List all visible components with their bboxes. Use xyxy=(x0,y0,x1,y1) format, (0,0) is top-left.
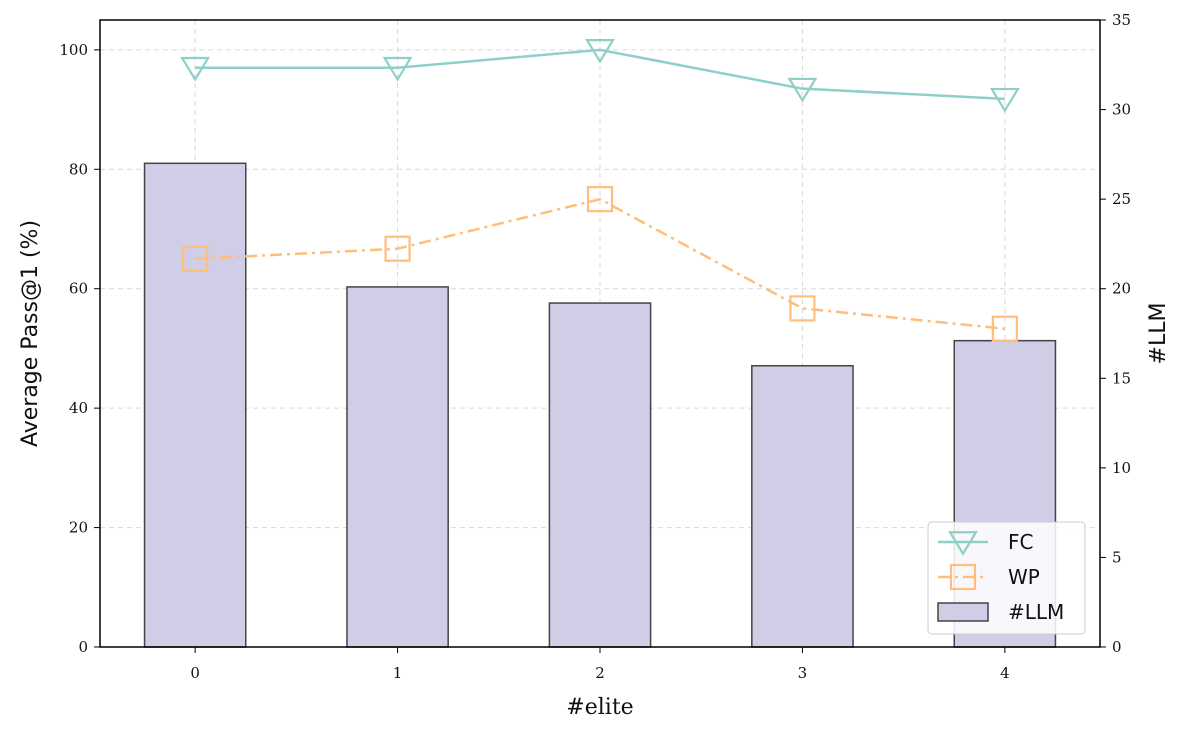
point-wp xyxy=(182,245,209,272)
bar-llm xyxy=(751,364,854,648)
point-wp xyxy=(789,295,816,322)
legend-label: #LLM xyxy=(1008,600,1064,624)
legend-marker-fc xyxy=(948,531,978,556)
x-tick-label: 0 xyxy=(190,664,200,682)
legend-marker-wp xyxy=(949,563,977,591)
point-fc xyxy=(787,77,818,103)
x-tick-label: 1 xyxy=(393,664,403,682)
point-wp xyxy=(991,315,1018,342)
x-tick-label: 4 xyxy=(1000,664,1010,682)
legend-label: WP xyxy=(1008,565,1040,589)
bar-llm xyxy=(143,162,247,648)
y-right-tick-label: 20 xyxy=(1112,280,1131,298)
point-fc xyxy=(989,87,1020,113)
y-left-tick-label: 60 xyxy=(69,280,88,298)
y-right-tick-label: 0 xyxy=(1112,638,1122,656)
bar-llm xyxy=(346,286,449,648)
bars xyxy=(143,162,1057,648)
x-tick-label: 2 xyxy=(595,664,605,682)
point-wp xyxy=(384,235,411,262)
y-right-tick-label: 35 xyxy=(1112,11,1131,29)
bar-llm xyxy=(548,302,652,648)
point-fc xyxy=(180,56,211,82)
y-right-tick-label: 15 xyxy=(1112,369,1131,387)
point-fc xyxy=(585,39,615,64)
x-tick-label: 3 xyxy=(798,664,808,682)
x-axis-label: #elite xyxy=(566,695,633,720)
legend-label: FC xyxy=(1008,530,1033,554)
y-right-tick-label: 5 xyxy=(1112,548,1122,566)
y-axis-left-label: Average Pass@1 (%) xyxy=(18,220,43,447)
y-left-tick-label: 0 xyxy=(78,638,88,656)
y-left-tick-label: 40 xyxy=(69,399,88,417)
lines xyxy=(180,39,1020,342)
y-left-tick-label: 80 xyxy=(69,160,88,178)
legend: FC WP #LLM xyxy=(927,521,1086,635)
point-fc xyxy=(382,56,413,82)
y-left-tick-label: 20 xyxy=(69,519,88,537)
y-axis-right-label: #LLM xyxy=(1146,303,1171,365)
line-fc xyxy=(195,48,1005,101)
point-wp xyxy=(586,186,614,213)
y-right-tick-label: 25 xyxy=(1112,190,1131,208)
legend-swatch-llm xyxy=(937,602,989,622)
y-right-tick-label: 30 xyxy=(1112,101,1131,119)
y-left-tick-label: 100 xyxy=(59,41,88,59)
y-right-tick-label: 10 xyxy=(1112,459,1131,477)
line-wp xyxy=(195,197,1005,330)
